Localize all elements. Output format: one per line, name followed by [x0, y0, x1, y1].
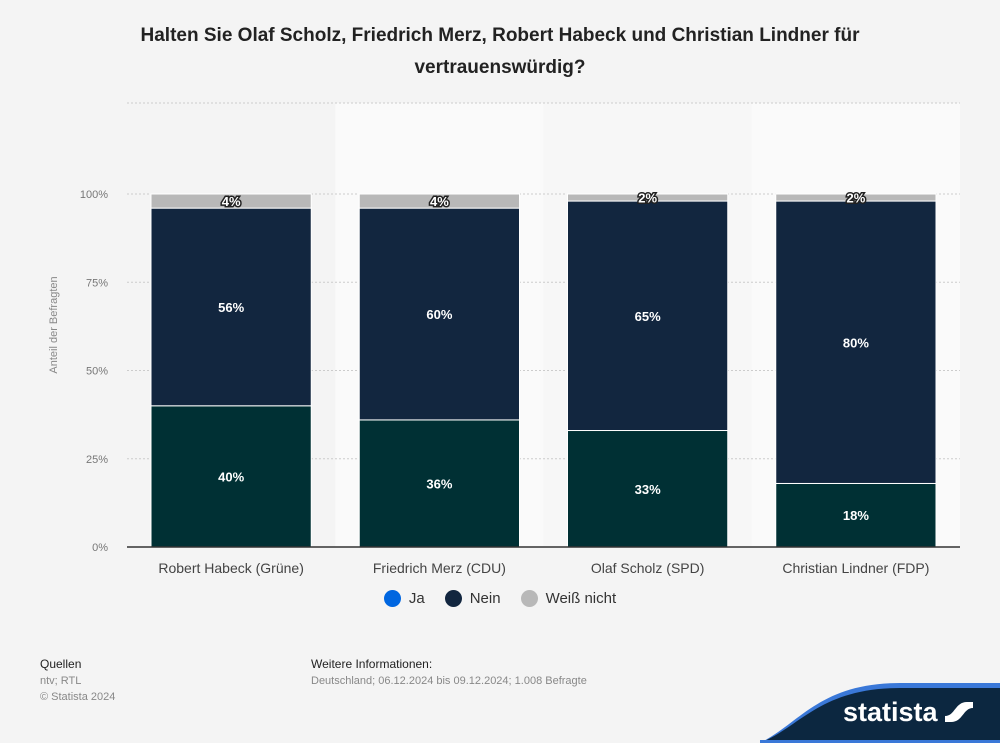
data-label: 2%	[846, 191, 865, 206]
bar-segment	[358, 193, 520, 209]
bar-segment	[567, 430, 729, 548]
statista-logo[interactable]: statista	[843, 697, 974, 728]
legend: Ja Nein Weiß nicht	[0, 590, 1000, 607]
y-tick-label: 50%	[86, 366, 108, 378]
data-label: 4%	[430, 194, 449, 209]
bar-segment	[567, 200, 729, 432]
bar-segment	[358, 419, 520, 548]
y-tick-label: 75%	[86, 277, 108, 289]
legend-item[interactable]: Nein	[444, 590, 501, 607]
data-label: 60%	[426, 307, 452, 322]
bar-chart: 0% 25% 50% 75% 100% Anteil der Befragten 40% 56…	[48, 102, 960, 576]
info-label: Weitere Informationen:	[311, 657, 433, 671]
sources-text[interactable]: ntv; RTL	[40, 675, 82, 687]
more-info: Weitere Informationen: Deutschland; 06.1…	[311, 656, 587, 689]
brand-banner	[760, 683, 1000, 743]
copyright: © Statista 2024	[40, 691, 116, 703]
logo-text: statista	[843, 697, 938, 727]
bar-segment	[358, 207, 520, 421]
bar-segment	[150, 207, 312, 407]
legend-label: Nein	[469, 590, 501, 607]
y-tick-label: 100%	[80, 189, 108, 201]
sources: Quellen ntv; RTL © Statista 2024	[40, 656, 115, 705]
data-label: 36%	[426, 476, 452, 491]
data-label: 2%	[638, 191, 657, 206]
bar-segment	[567, 193, 729, 202]
chart-title: Halten Sie Olaf Scholz, Friedrich Merz, …	[140, 25, 860, 78]
x-tick-label: Olaf Scholz (SPD)	[591, 560, 705, 576]
data-label: 65%	[635, 309, 661, 324]
data-label: 40%	[218, 469, 244, 484]
x-tick-label: Robert Habeck (Grüne)	[158, 560, 304, 576]
data-label: 56%	[218, 300, 244, 315]
legend-dot-icon	[520, 590, 538, 607]
y-tick-label: 25%	[86, 454, 108, 466]
bar-segment	[775, 193, 937, 202]
y-axis-title: Anteil der Befragten	[48, 276, 60, 373]
data-label: 33%	[635, 482, 661, 497]
bar-segment	[150, 405, 312, 548]
sources-label: Quellen	[40, 657, 82, 671]
bar-segment	[775, 200, 937, 484]
info-text: Deutschland; 06.12.2024 bis 09.12.2024; …	[311, 675, 587, 687]
y-tick-label: 0%	[92, 542, 108, 554]
legend-label: Ja	[408, 590, 425, 607]
x-tick-label: Christian Lindner (FDP)	[782, 560, 929, 576]
legend-dot-icon	[444, 590, 462, 607]
legend-item[interactable]: Ja	[383, 590, 425, 607]
x-tick-label: Friedrich Merz (CDU)	[373, 560, 506, 576]
data-label: 80%	[843, 335, 869, 350]
legend-item[interactable]: Weiß nicht	[520, 590, 617, 607]
bar-segment	[150, 193, 312, 209]
bar-segment	[775, 482, 937, 548]
statista-logo-icon	[945, 702, 974, 722]
legend-label: Weiß nicht	[545, 590, 617, 607]
legend-dot-icon	[383, 590, 401, 607]
data-label: 4%	[222, 194, 241, 209]
data-label: 18%	[843, 508, 869, 523]
